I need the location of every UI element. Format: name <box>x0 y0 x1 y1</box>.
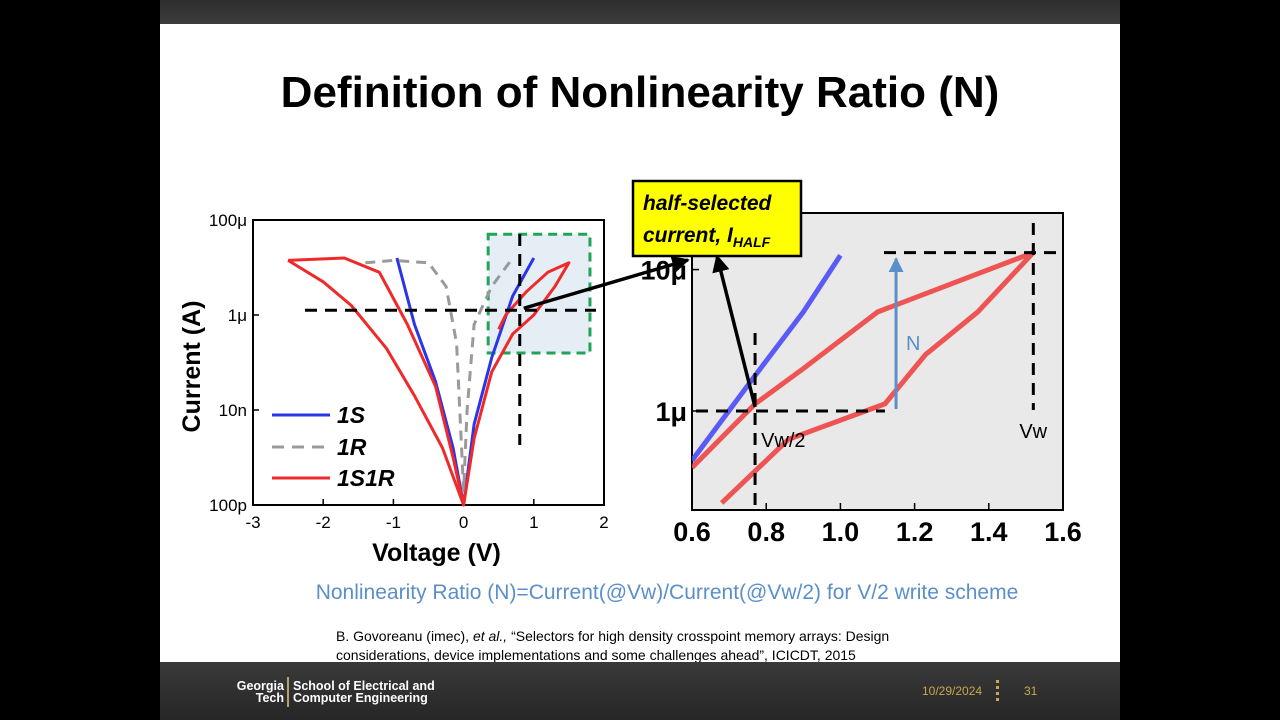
window-top-bar <box>160 0 1120 24</box>
x-tick-label: 0 <box>459 513 468 532</box>
callout-box <box>631 179 803 258</box>
citation-title-part1: “Selectors for high density crosspoint m… <box>507 628 890 644</box>
school-line2: Computer Engineering <box>293 691 428 705</box>
footer-dots <box>996 680 999 702</box>
school-line1: School of Electrical and <box>293 679 435 693</box>
y-axis-label: Current (A) <box>178 301 206 433</box>
zoom-y-tick-label: 10μ <box>640 256 687 286</box>
x-tick-label: -1 <box>386 513 401 532</box>
zoom-series-1s <box>692 254 843 462</box>
legend-label-1s1r: 1S1R <box>337 465 395 491</box>
slide-title: Definition of Nonlinearity Ratio (N) <box>280 68 1000 117</box>
zoom-x-tick-label: 1.2 <box>896 517 934 547</box>
zoom-y-tick-label: 1μ <box>655 397 687 427</box>
callout-line2-main: current, I <box>643 224 734 247</box>
page-number: 31 <box>1024 684 1038 698</box>
legend-label-1r: 1R <box>337 434 367 460</box>
y-tick-label: 1μ <box>228 306 247 325</box>
y-tick-label: 10n <box>219 401 247 420</box>
series-1s1r <box>288 256 571 507</box>
footer: Georgia Tech School of Electrical and Comp… <box>160 662 1120 720</box>
callout-line1: half-selected <box>643 192 773 215</box>
callout-arrow <box>712 254 757 408</box>
callout: half-selected current, IHALF <box>631 179 803 258</box>
vw-label: Vw <box>1019 421 1047 443</box>
series-1s1r-return <box>287 259 466 506</box>
zoom-frame <box>691 212 1064 511</box>
callout-subscript: HALF <box>733 234 771 250</box>
legend-label-1s: 1S <box>337 402 366 428</box>
zoom-chart: N Vw/2 Vw 0.6 0.8 1.0 1.2 1.4 1.6 10μ 1μ <box>640 212 1082 547</box>
zoom-x-tick-label: 0.6 <box>673 517 711 547</box>
formula-text: Nonlinearity Ratio (N)=Current(@Vw)/Curr… <box>315 581 1019 604</box>
logo-tech: Tech <box>255 691 284 705</box>
series-1r <box>365 257 514 493</box>
zoom-x-tick-label: 0.8 <box>747 517 785 547</box>
y-tick-label: 100μ <box>209 211 247 230</box>
footer-date: 10/29/2024 <box>922 684 983 698</box>
zoom-connector-arrow <box>523 256 690 310</box>
zoom-x-tick-label: 1.4 <box>970 517 1008 547</box>
iv-chart: -3 -2 -1 0 1 2 100μ 1μ 10n 100p Voltage (V) Current… <box>178 211 690 567</box>
citation: B. Govoreanu (imec), et al., “Selectors … <box>336 627 889 665</box>
x-tick-label: -3 <box>245 513 260 532</box>
logo-georgia: Georgia <box>236 679 284 693</box>
x-tick-label: 2 <box>599 513 608 532</box>
x-tick-label: -2 <box>316 513 331 532</box>
citation-authors: B. Govoreanu (imec), <box>336 628 473 644</box>
x-axis-label: Voltage (V) <box>372 539 501 567</box>
callout-line2: current, IHALF <box>643 224 771 250</box>
citation-etal: et al., <box>472 628 508 644</box>
y-tick-label: 100p <box>209 496 247 515</box>
logo-divider <box>287 677 289 707</box>
n-label: N <box>906 333 920 355</box>
zoom-x-tick-label: 1.6 <box>1044 517 1082 547</box>
citation-title-part2: considerations, device implementations a… <box>336 647 856 663</box>
vw-half-label: Vw/2 <box>761 430 805 452</box>
zoom-x-tick-label: 1.0 <box>822 517 860 547</box>
x-tick-label: 1 <box>529 513 538 532</box>
